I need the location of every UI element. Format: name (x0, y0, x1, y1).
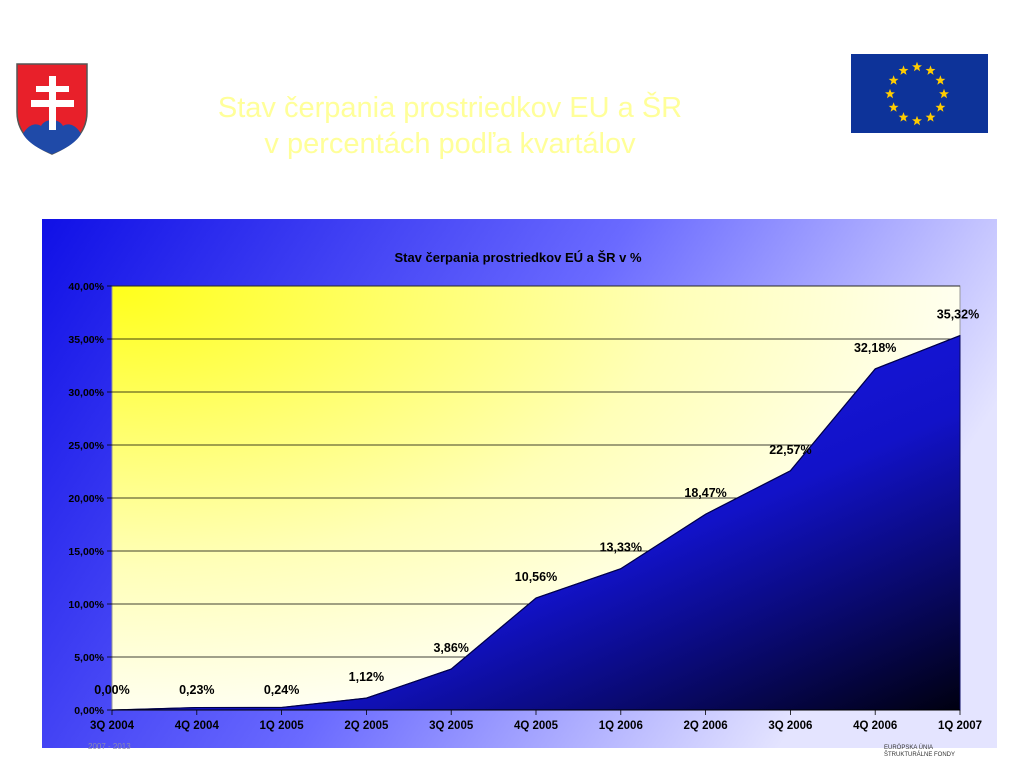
chart-title: Stav čerpania prostriedkov EÚ a ŠR v % (394, 250, 642, 265)
x-tick-label: 2Q 2006 (684, 720, 728, 732)
eu-star-icon (912, 61, 922, 72)
data-label: 0,00% (94, 683, 129, 697)
slovak-coat-of-arms-icon (16, 63, 88, 155)
y-tick-label: 40,00% (68, 281, 104, 293)
y-tick-label: 25,00% (68, 440, 104, 452)
x-tick-label: 1Q 2006 (599, 720, 643, 732)
x-tick-label: 1Q 2007 (938, 720, 982, 732)
x-tick-label: 3Q 2004 (90, 720, 135, 732)
x-tick-label: 4Q 2006 (853, 720, 897, 732)
slide-title-line2: v percentách podľa kvartálov (264, 128, 636, 160)
eu-star-icon (898, 65, 909, 75)
footer-eu-label-line2: ŠTRUKTURÁLNE FONDY (884, 752, 956, 758)
footer-eu-label-line1: EURÓPSKA ÚNIA (884, 745, 934, 751)
y-tick-label: 35,00% (68, 334, 104, 346)
eu-star-icon (925, 65, 936, 75)
data-label: 32,18% (854, 341, 896, 355)
y-tick-label: 10,00% (68, 599, 104, 611)
y-tick-label: 0,00% (74, 705, 104, 717)
data-label: 1,12% (349, 670, 384, 684)
data-label: 35,32% (937, 308, 979, 322)
data-label: 0,24% (264, 683, 299, 697)
footer-eu-label: EURÓPSKA ÚNIA ŠTRUKTURÁLNE FONDY (884, 745, 955, 759)
eu-star-icon (912, 115, 922, 126)
data-label: 0,23% (179, 683, 214, 697)
data-label: 13,33% (600, 541, 642, 555)
x-tick-label: 4Q 2005 (514, 720, 559, 732)
eu-flag-icon (851, 54, 988, 133)
slide-title-line1: Stav čerpania prostriedkov EU a ŠR (217, 92, 683, 124)
data-label: 18,47% (684, 486, 726, 500)
footer-period: 2007 - 2013 (88, 742, 131, 751)
series-line (111, 335, 961, 711)
y-tick-label: 30,00% (68, 387, 104, 399)
eu-star-icon (935, 102, 946, 112)
y-tick-label: 20,00% (68, 493, 104, 505)
x-tick-label: 3Q 2005 (429, 720, 474, 732)
data-label: 10,56% (515, 570, 557, 584)
eu-star-icon (939, 88, 949, 99)
y-tick-label: 15,00% (68, 546, 104, 558)
slide-title: Stav čerpania prostriedkov EU a ŠR v per… (150, 90, 750, 162)
x-tick-label: 3Q 2006 (768, 720, 812, 732)
eu-star-icon (925, 112, 936, 122)
eu-star-icon (898, 112, 909, 122)
area-chart: Stav čerpania prostriedkov EÚ a ŠR v % 0… (42, 219, 997, 748)
x-tick-label: 1Q 2005 (260, 720, 305, 732)
data-label: 22,57% (769, 443, 811, 457)
eu-star-icon (885, 88, 895, 99)
eu-star-icon (888, 75, 899, 85)
eu-star-icon (888, 102, 899, 112)
data-label: 3,86% (433, 641, 468, 655)
eu-star-icon (935, 75, 946, 85)
y-tick-label: 5,00% (74, 652, 104, 664)
x-tick-label: 4Q 2004 (175, 720, 220, 732)
x-tick-label: 2Q 2005 (344, 720, 389, 732)
